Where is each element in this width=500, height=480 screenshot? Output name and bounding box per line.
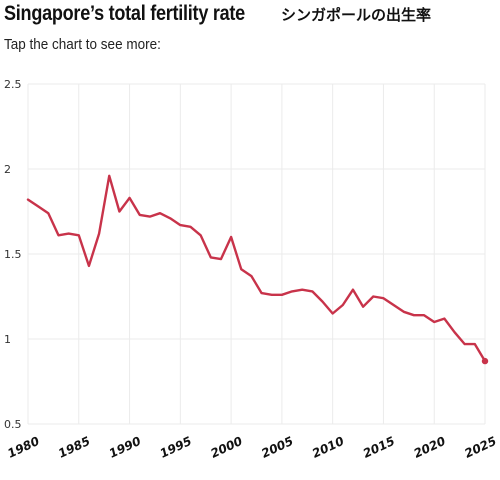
chart-title-japanese: シンガポールの出生率 [281, 6, 432, 24]
x-tick-label: 1990 [107, 434, 143, 461]
x-tick-label: 2005 [259, 434, 295, 461]
x-tick-label: 2015 [361, 434, 397, 461]
x-tick-label: 2010 [310, 434, 346, 461]
x-tick-label: 1985 [56, 434, 92, 461]
x-axis-ticks: 1980 1985 1990 1995 2000 2005 2010 2015 2020 2025 [5, 434, 498, 461]
y-tick-label: 2.5 [4, 78, 22, 91]
series-layer[interactable] [26, 174, 489, 365]
chart-title: Singapore’s total fertility rate [4, 2, 245, 25]
x-tick-label: 2000 [208, 434, 244, 461]
x-tick-label: 1995 [158, 434, 194, 461]
y-axis-ticks: 0.5 1 1.5 2 2.5 [4, 78, 22, 431]
y-tick-label: 1 [4, 333, 11, 346]
x-tick-label: 1980 [5, 434, 41, 461]
fertility-rate-line[interactable] [26, 174, 487, 363]
chart-header: Singapore’s total fertility rate シンガポールの… [4, 0, 496, 60]
x-tick-label: 2020 [412, 434, 448, 461]
y-tick-label: 2 [4, 163, 11, 176]
y-tick-label: 1.5 [4, 248, 22, 261]
y-tick-label: 0.5 [4, 418, 22, 431]
grid-lines [27, 83, 486, 425]
x-tick-label: 2025 [462, 434, 498, 461]
chart-subtitle: Tap the chart to see more: [4, 36, 161, 53]
latest-value-point[interactable] [481, 357, 489, 365]
